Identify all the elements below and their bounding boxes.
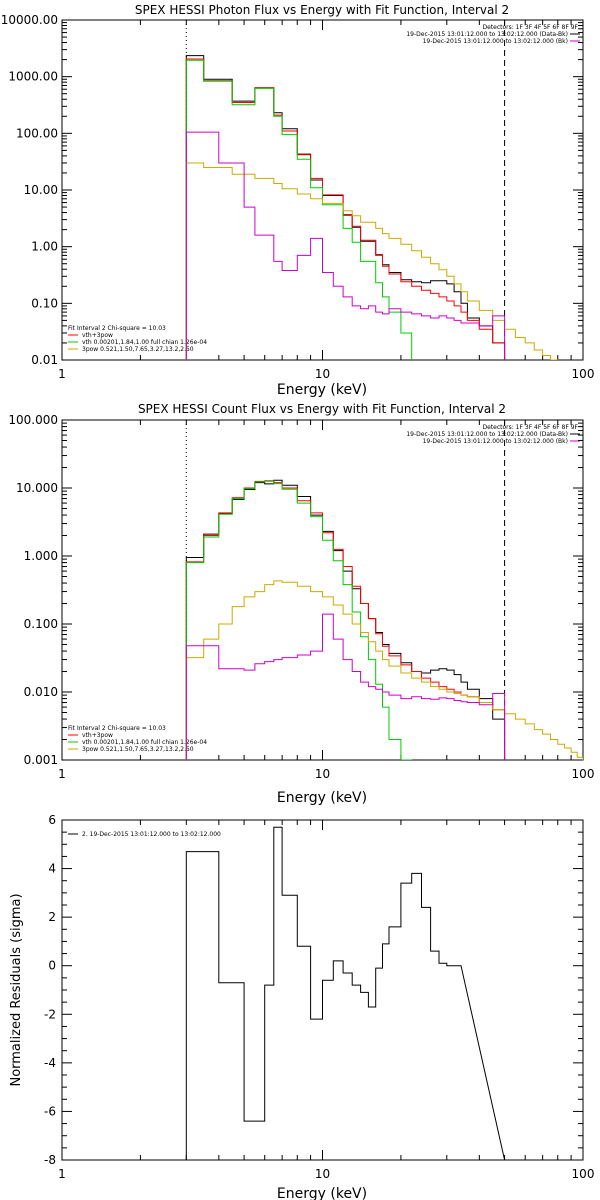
y-tick-label: 100.000 [8,413,58,427]
series-line-3pow [185,580,583,760]
photon-flux-panel: SPEX HESSI Photon Flux vs Energy with Fi… [1,3,595,398]
y-tick-label: -2 [44,1007,56,1021]
y-tick-label: 10000.00 [1,13,58,27]
legend-label: 19-Dec-2015 13:01:12.000 to 13:02:12.000… [406,431,568,438]
y-tick-label: -8 [44,1153,56,1167]
series-line-bk [185,613,506,760]
x-tick-label: 10 [315,767,330,781]
y-tick-label: 0.10 [31,296,58,310]
y-tick-label: 6 [48,813,56,827]
legend-left: Fit Interval 2 Chi-square = 10.03vth+3po… [68,725,207,753]
legend-label: vth+3pow [82,732,113,739]
y-tick-label: 10.000 [16,481,58,495]
legend-label: 19-Dec-2015 13:01:12.000 to 13:02:12.000… [423,438,568,445]
legend-label: 19-Dec-2015 13:01:12.000 to 13:02:12.000… [423,38,568,45]
y-tick-label: 0 [48,959,56,973]
y-tick-label: 1.00 [31,240,58,254]
x-tick-label: 100 [572,1167,595,1181]
y-tick-label: 0.01 [31,353,58,367]
legend-right: Detectors: 1F 3F 4F 5F 6F 8F 9F19-Dec-20… [406,424,580,445]
series-line-vth [185,480,413,760]
y-tick-label: 1.000 [24,549,58,563]
x-tick-label: 1 [58,767,66,781]
legend-left: 2. 19-Dec-2015 13:01:12.000 to 13:02:12.… [68,831,221,838]
plot-area [185,20,559,360]
legend-label: 3pow 0.521,1.50,7.65,3.27,13.2,2.50 [82,746,194,753]
legend-right: Detectors: 1F 3F 4F 5F 6F 8F 9F19-Dec-20… [406,24,580,45]
chart-title: SPEX HESSI Photon Flux vs Energy with Fi… [135,3,509,17]
legend-left: Fit Interval 2 Chi-square = 10.03vth+3po… [68,325,207,353]
plot-area [185,420,583,760]
series-line-2-19-dec-2015-13-01-12-000-to-13-02-12-000 [185,826,506,1160]
count-flux-panel: SPEX HESSI Count Flux vs Energy with Fit… [8,402,594,806]
y-tick-label: 1000.00 [8,70,58,84]
legend-label: 3pow 0.521,1.50,7.65,3.27,13.2,2.50 [82,346,194,353]
y-tick-label: -6 [44,1104,56,1118]
legend-label: Fit Interval 2 Chi-square = 10.03 [68,325,166,332]
legend-label: Detectors: 1F 3F 4F 5F 6F 8F 9F [482,24,578,31]
x-tick-label: 100 [572,767,595,781]
legend-label: 19-Dec-2015 13:01:12.000 to 13:02:12.000… [406,31,568,38]
x-tick-label: 1 [58,367,66,381]
x-tick-label: 100 [572,367,595,381]
series-line-vth [185,59,413,360]
legend-label: Detectors: 1F 3F 4F 5F 6F 8F 9F [482,424,578,431]
x-tick-label: 1 [58,1167,66,1181]
residuals-panel: Energy (keV) Normalized Residuals (sigma… [9,813,594,1200]
x-tick-label: 10 [315,1167,330,1181]
series-line-vth-3pow [185,480,506,760]
series-line-bk [185,131,506,360]
plot-area [185,826,506,1160]
y-tick-label: 2 [48,910,56,924]
legend-label: vth 0.00201,1.84,1.00 full chian 1.26e-0… [82,339,207,346]
y-tick-label: 0.010 [24,685,58,699]
legend-label: 2. 19-Dec-2015 13:01:12.000 to 13:02:12.… [82,831,221,838]
series-line-vth-3pow [185,58,506,360]
x-tick-label: 10 [315,367,330,381]
legend-label: vth+3pow [82,332,113,339]
y-tick-label: 4 [48,862,56,876]
series-line-data-bk [185,479,506,760]
legend-label: Fit Interval 2 Chi-square = 10.03 [68,725,166,732]
series-line-3pow [185,162,559,360]
x-axis-label: Energy (keV) [277,1186,367,1200]
x-axis-label: Energy (keV) [277,790,367,806]
y-tick-label: 0.100 [24,617,58,631]
y-axis-label: Normalized Residuals (sigma) [9,893,24,1086]
y-tick-label: -4 [44,1056,56,1070]
y-tick-label: 0.001 [24,753,58,767]
legend-label: vth 0.00201,1.84,1.00 full chian 1.26e-0… [82,739,207,746]
chart-title: SPEX HESSI Count Flux vs Energy with Fit… [138,402,506,416]
x-axis-label: Energy (keV) [277,382,367,398]
y-tick-label: 100.00 [16,126,58,140]
y-tick-label: 10.00 [24,183,58,197]
